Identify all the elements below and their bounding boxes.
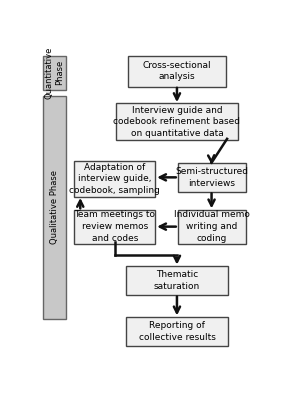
FancyBboxPatch shape [43, 96, 66, 319]
FancyBboxPatch shape [74, 161, 156, 197]
Text: Interview guide and
codebook refinement based
on quantitative data: Interview guide and codebook refinement … [113, 106, 241, 138]
FancyBboxPatch shape [177, 163, 245, 192]
FancyBboxPatch shape [116, 104, 238, 140]
Text: Individual memo
writing and
coding: Individual memo writing and coding [174, 210, 249, 243]
FancyBboxPatch shape [128, 56, 226, 86]
FancyBboxPatch shape [126, 266, 228, 295]
Text: Semi-structured
interviews: Semi-structured interviews [175, 167, 248, 188]
Text: Qualitative Phase: Qualitative Phase [50, 170, 59, 244]
Text: Cross-sectional
analysis: Cross-sectional analysis [143, 61, 211, 82]
FancyBboxPatch shape [177, 210, 245, 244]
Text: Adaptation of
interview guide,
codebook, sampling: Adaptation of interview guide, codebook,… [69, 163, 160, 195]
Text: Quantitative
Phase: Quantitative Phase [45, 46, 64, 99]
Text: Reporting of
collective results: Reporting of collective results [139, 321, 215, 342]
Text: Team meetings to
review memos
and codes: Team meetings to review memos and codes [75, 210, 155, 243]
Text: Thematic
saturation: Thematic saturation [154, 270, 200, 291]
FancyBboxPatch shape [74, 210, 156, 244]
FancyBboxPatch shape [126, 317, 228, 346]
FancyBboxPatch shape [43, 56, 66, 90]
